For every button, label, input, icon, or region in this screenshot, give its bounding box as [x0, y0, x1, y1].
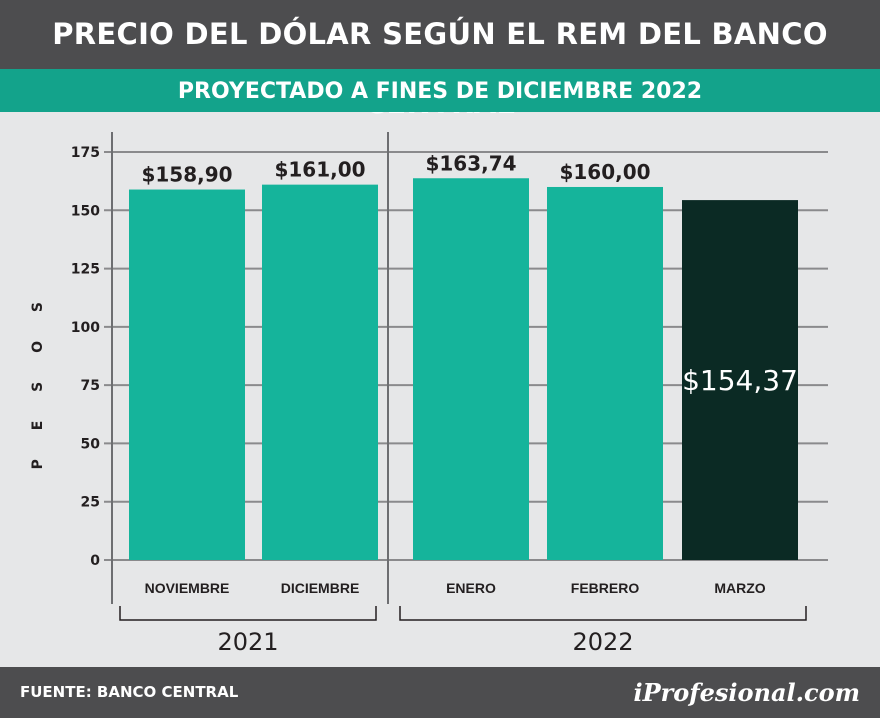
brand-logo: iProfesional.com [633, 678, 860, 707]
y-tick-label: 25 [81, 495, 100, 511]
data-label: $158,90 [141, 163, 232, 187]
bar-marzo [682, 200, 798, 560]
y-tick-label: 75 [81, 378, 100, 394]
x-tick-label: NOVIEMBRE [145, 580, 230, 596]
data-label: $154,37 [682, 364, 798, 397]
bar-noviembre [129, 189, 245, 560]
group-bracket [399, 606, 807, 621]
data-label: $163,74 [425, 151, 516, 175]
y-tick-label: 50 [81, 436, 101, 452]
x-tick-label: ENERO [446, 580, 496, 596]
y-tick-label: 0 [90, 553, 100, 569]
y-tick-label: 125 [71, 262, 100, 278]
data-label: $160,00 [559, 160, 650, 184]
x-tick-label: DICIEMBRE [281, 580, 360, 596]
group-label: 2022 [572, 628, 633, 656]
y-tick-label: 175 [71, 145, 100, 161]
group-label: 2021 [217, 628, 278, 656]
y-tick-label: 150 [71, 203, 100, 219]
chart-title: PRECIO DEL DÓLAR SEGÚN EL REM DEL BANCO … [0, 0, 880, 120]
group-bracket [119, 606, 377, 621]
x-tick-label: FEBRERO [571, 580, 640, 596]
source-note: FUENTE: BANCO CENTRAL [20, 683, 239, 701]
y-tick-label: 100 [71, 320, 100, 336]
chart-subtitle: PROYECTADO A FINES DE DICIEMBRE 2022 [0, 69, 880, 112]
bar-enero [413, 178, 529, 560]
bar-chart: 0 25 50 75 100 125 150 175 $158,90 NOVIEMBRE $161,… [71, 132, 828, 656]
data-label: $161,00 [274, 158, 365, 182]
footer: FUENTE: BANCO CENTRAL iProfesional.com [0, 667, 880, 718]
bar-febrero [547, 186, 663, 560]
bar-diciembre [262, 184, 378, 560]
x-tick-label: MARZO [714, 580, 765, 596]
